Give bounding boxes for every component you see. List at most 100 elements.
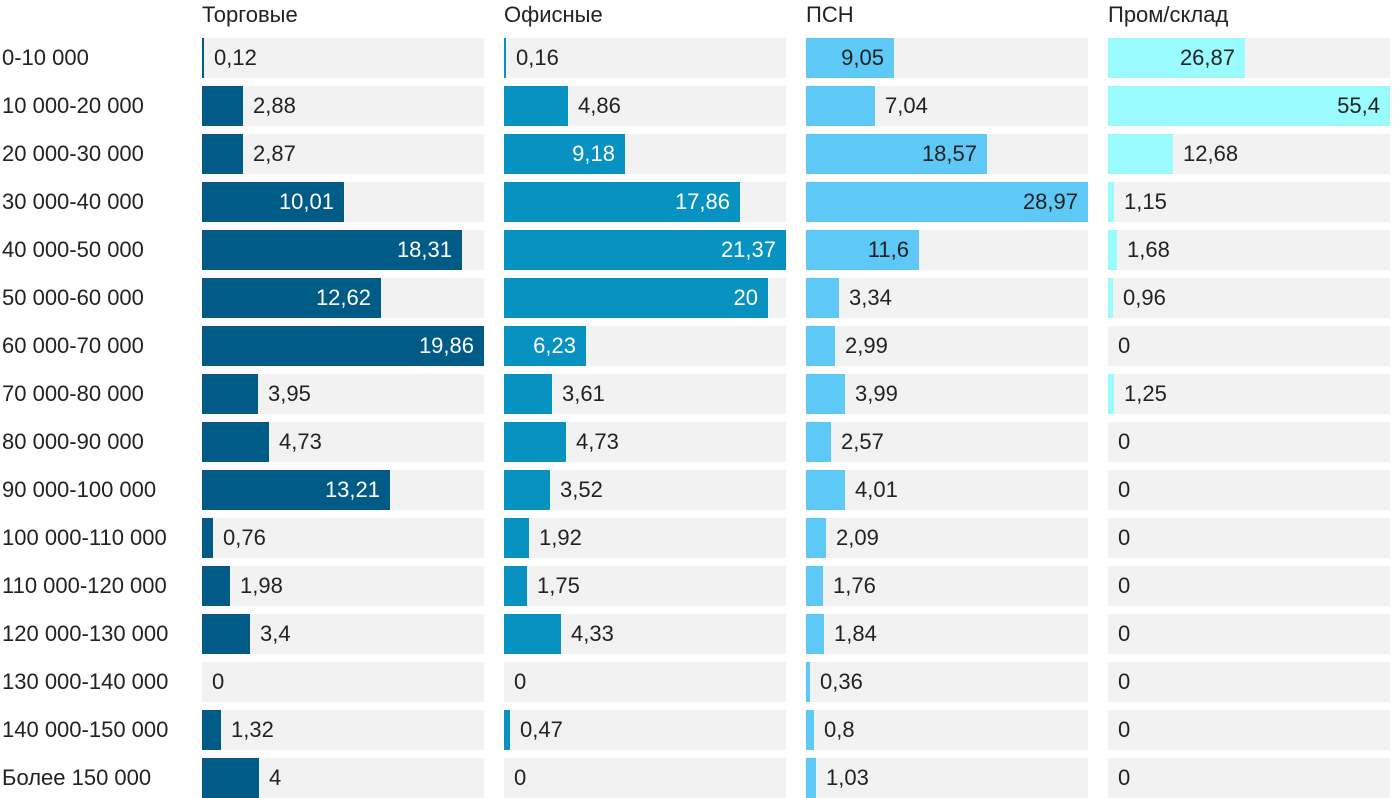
bar [806, 710, 814, 750]
data-label: 2,09 [836, 525, 879, 550]
bar [1108, 374, 1114, 414]
bar [202, 326, 484, 366]
category-label: 10 000-20 000 [2, 93, 144, 118]
bar [806, 374, 845, 414]
panel-title: Пром/склад [1108, 2, 1229, 27]
data-label: 21,37 [720, 237, 776, 262]
data-label: 4,86 [578, 93, 621, 118]
data-label: 3,4 [260, 621, 291, 646]
bar [504, 38, 506, 78]
bar [806, 38, 894, 78]
data-label: 17,86 [674, 189, 730, 214]
data-label: 0 [1118, 621, 1131, 646]
data-label: 2,57 [841, 429, 884, 454]
category-label: Более 150 000 [2, 765, 152, 790]
data-label: 1,98 [240, 573, 283, 598]
bar [504, 230, 786, 270]
bar-track [504, 566, 786, 606]
category-label: 60 000-70 000 [2, 333, 144, 358]
data-label: 0 [1118, 765, 1131, 790]
bar-track [1108, 230, 1390, 270]
data-label: 0 [1118, 525, 1131, 550]
data-label: 26,87 [1179, 45, 1235, 70]
bar [1108, 230, 1117, 270]
category-label: 100 000-110 000 [2, 525, 167, 550]
category-label: 140 000-150 000 [2, 717, 169, 742]
bar [1108, 182, 1114, 222]
data-label: 1,76 [833, 573, 876, 598]
bar [504, 470, 550, 510]
data-label: 0 [514, 669, 527, 694]
bar [504, 374, 552, 414]
data-label: 0,8 [824, 717, 855, 742]
data-label: 0,76 [223, 525, 266, 550]
bar [806, 758, 816, 798]
bar-track [806, 326, 1088, 366]
data-label: 1,75 [537, 573, 580, 598]
data-label: 9,18 [572, 141, 615, 166]
panel-title: Офисные [504, 2, 603, 27]
data-label: 4,73 [576, 429, 619, 454]
data-label: 13,21 [324, 477, 380, 502]
bar-track [1108, 422, 1390, 462]
bar-track [806, 470, 1088, 510]
bar-track [202, 566, 484, 606]
bar-track [504, 710, 786, 750]
data-label: 20 [733, 285, 758, 310]
bar-track [504, 470, 786, 510]
bar-track [504, 758, 786, 798]
bar-track [202, 38, 484, 78]
bar-track [1108, 278, 1390, 318]
bar-track [1108, 566, 1390, 606]
bar [202, 230, 462, 270]
bar [1108, 134, 1173, 174]
data-label: 1,32 [231, 717, 274, 742]
bar-track [1108, 758, 1390, 798]
bar [202, 422, 269, 462]
data-label: 0 [1118, 477, 1131, 502]
bar [202, 182, 344, 222]
data-label: 3,52 [560, 477, 603, 502]
data-label: 0 [1118, 717, 1131, 742]
bar [504, 278, 768, 318]
bar [806, 422, 831, 462]
data-label: 28,97 [1022, 189, 1078, 214]
data-label: 55,4 [1337, 93, 1380, 118]
bar [202, 374, 258, 414]
bar-track [806, 422, 1088, 462]
data-label: 12,68 [1183, 141, 1239, 166]
bar [504, 566, 527, 606]
bar [806, 326, 835, 366]
data-label: 2,99 [845, 333, 888, 358]
bar-track [1108, 326, 1390, 366]
bar [202, 758, 259, 798]
data-label: 0 [1118, 669, 1131, 694]
data-label: 1,84 [834, 621, 877, 646]
bar-track [1108, 614, 1390, 654]
bar-track [202, 710, 484, 750]
panel-title: Торговые [202, 2, 298, 27]
bar-track [202, 86, 484, 126]
data-label: 2,87 [253, 141, 296, 166]
category-label: 80 000-90 000 [2, 429, 144, 454]
data-label: 1,03 [826, 765, 869, 790]
data-label: 2,88 [253, 93, 296, 118]
bar [806, 614, 824, 654]
bar [504, 614, 561, 654]
bar-track [806, 374, 1088, 414]
bar-track [1108, 518, 1390, 558]
category-label: 110 000-120 000 [2, 573, 167, 598]
bar-track [806, 566, 1088, 606]
bar-track [202, 134, 484, 174]
bar-track [1108, 182, 1390, 222]
bar [806, 278, 839, 318]
data-label: 7,04 [885, 93, 928, 118]
category-label: 90 000-100 000 [2, 477, 157, 502]
bar-track [806, 710, 1088, 750]
bar [504, 182, 740, 222]
bar [1108, 38, 1245, 78]
category-label: 50 000-60 000 [2, 285, 144, 310]
data-label: 6,23 [533, 333, 576, 358]
bar-track [504, 38, 786, 78]
bar-track [806, 662, 1088, 702]
